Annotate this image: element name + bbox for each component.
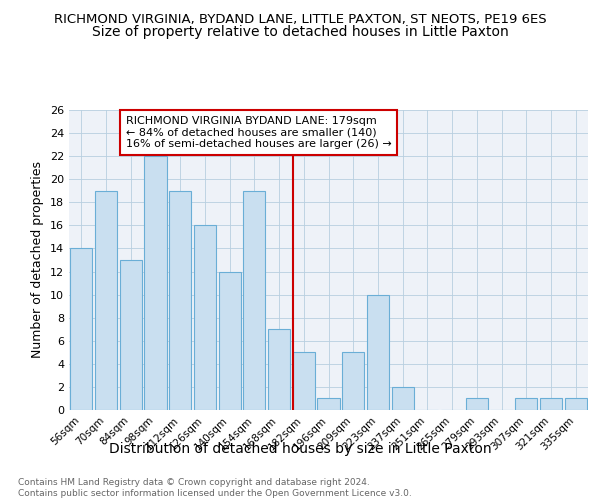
Bar — [145, 156, 167, 410]
Bar — [342, 352, 364, 410]
Bar — [565, 398, 587, 410]
Text: Distribution of detached houses by size in Little Paxton: Distribution of detached houses by size … — [109, 442, 491, 456]
Bar — [268, 329, 290, 410]
Bar — [243, 191, 265, 410]
Bar — [515, 398, 538, 410]
Text: Size of property relative to detached houses in Little Paxton: Size of property relative to detached ho… — [92, 25, 508, 39]
Bar — [169, 191, 191, 410]
Bar — [119, 260, 142, 410]
Text: RICHMOND VIRGINIA BYDAND LANE: 179sqm
← 84% of detached houses are smaller (140): RICHMOND VIRGINIA BYDAND LANE: 179sqm ← … — [126, 116, 392, 149]
Bar — [70, 248, 92, 410]
Bar — [218, 272, 241, 410]
Bar — [194, 226, 216, 410]
Bar — [466, 398, 488, 410]
Bar — [95, 191, 117, 410]
Text: RICHMOND VIRGINIA, BYDAND LANE, LITTLE PAXTON, ST NEOTS, PE19 6ES: RICHMOND VIRGINIA, BYDAND LANE, LITTLE P… — [53, 12, 547, 26]
Bar — [293, 352, 315, 410]
Bar — [367, 294, 389, 410]
Y-axis label: Number of detached properties: Number of detached properties — [31, 162, 44, 358]
Bar — [540, 398, 562, 410]
Bar — [317, 398, 340, 410]
Bar — [392, 387, 414, 410]
Text: Contains HM Land Registry data © Crown copyright and database right 2024.
Contai: Contains HM Land Registry data © Crown c… — [18, 478, 412, 498]
